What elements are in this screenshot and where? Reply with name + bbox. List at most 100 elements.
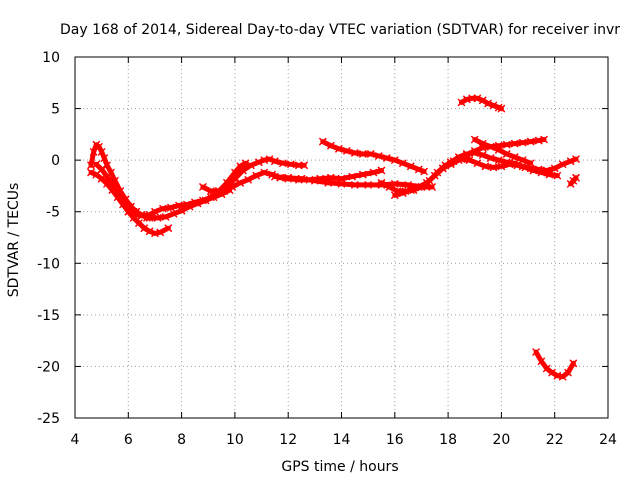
data-point <box>161 213 170 221</box>
x-tick-label: 20 <box>492 432 510 448</box>
data-point <box>502 140 511 149</box>
data-point <box>428 183 436 191</box>
data-point <box>201 196 210 205</box>
data-point <box>119 196 127 205</box>
data-point <box>393 187 402 195</box>
series-arc1 <box>87 140 151 222</box>
chart-title: Day 168 of 2014, Sidereal Day-to-day VTE… <box>60 22 620 38</box>
data-point <box>151 207 159 216</box>
x-tick-label: 6 <box>124 432 133 448</box>
data-point <box>447 160 455 169</box>
data-point <box>471 147 479 155</box>
data-point <box>558 160 567 169</box>
data-point <box>167 203 175 212</box>
data-point <box>471 135 479 144</box>
data-point <box>113 189 122 197</box>
data-point <box>566 157 575 165</box>
data-point <box>420 167 428 176</box>
data-point <box>526 159 535 167</box>
data-point <box>572 155 580 163</box>
data-point <box>532 348 540 356</box>
data-point <box>377 166 386 175</box>
data-point <box>494 156 503 164</box>
data-point <box>542 364 551 373</box>
data-point <box>164 224 173 232</box>
data-point <box>473 94 482 103</box>
y-axis: -25 -20 -15 -10 -5 0 5 10 <box>37 50 608 427</box>
data-point <box>300 161 308 170</box>
data-point <box>220 187 228 195</box>
data-point <box>518 156 527 164</box>
data-point <box>502 150 511 158</box>
data-point <box>521 163 530 172</box>
data-point <box>518 138 527 147</box>
data-point <box>545 170 554 179</box>
data-point <box>558 372 567 381</box>
data-point <box>271 157 279 165</box>
series-arc9 <box>319 137 428 176</box>
data-point <box>103 161 111 170</box>
data-point <box>153 214 162 222</box>
data-point <box>137 212 146 220</box>
data-point <box>484 99 492 108</box>
data-point <box>385 183 394 191</box>
series-arc16 <box>566 173 580 188</box>
data-point <box>287 160 295 169</box>
series-arc15 <box>532 348 578 381</box>
data-point <box>169 210 178 218</box>
x-tick-label: 24 <box>599 432 617 448</box>
data-point <box>375 152 383 160</box>
data-point <box>95 142 103 151</box>
data-point <box>510 139 519 148</box>
data-point <box>324 179 332 187</box>
data-point <box>537 168 546 177</box>
series-arc6 <box>199 155 308 195</box>
x-tick-label: 16 <box>386 432 404 448</box>
data-point <box>494 146 503 154</box>
x-tick-label: 10 <box>226 432 244 448</box>
data-point <box>236 179 244 187</box>
data-point <box>199 183 207 191</box>
data-point <box>409 186 418 194</box>
data-point <box>415 165 423 174</box>
data-point <box>548 368 556 377</box>
x-tick-label: 12 <box>279 432 297 448</box>
y-tick-label: -10 <box>37 256 60 272</box>
y-tick-label: -25 <box>37 411 60 427</box>
data-point <box>284 173 292 182</box>
data-point <box>364 181 372 189</box>
data-point <box>87 168 95 177</box>
data-point <box>100 154 109 162</box>
data-point <box>327 141 335 150</box>
x-tick-label: 18 <box>439 432 457 448</box>
data-point <box>564 368 572 377</box>
data-point <box>497 162 506 171</box>
data-point <box>465 156 474 164</box>
data-point <box>367 150 375 158</box>
data-point <box>478 139 487 148</box>
series-arc3 <box>92 160 138 216</box>
data-point <box>351 149 359 157</box>
data-point <box>425 177 434 185</box>
data-point <box>383 154 391 162</box>
data-point <box>550 164 559 173</box>
data-point <box>391 180 399 188</box>
data-point <box>185 202 194 211</box>
data-point <box>359 170 367 179</box>
data-point <box>140 224 149 232</box>
y-tick-label: 0 <box>51 153 60 169</box>
data-point <box>569 359 578 368</box>
data-point <box>407 162 415 171</box>
data-point <box>486 154 495 162</box>
data-point <box>97 165 106 174</box>
series-group <box>87 94 580 381</box>
data-point <box>311 177 319 185</box>
data-point <box>540 135 548 144</box>
data-point <box>271 172 279 181</box>
data-point <box>377 179 386 187</box>
data-point <box>489 163 498 172</box>
data-point <box>193 199 202 208</box>
data-point <box>244 175 252 184</box>
data-point <box>207 187 215 195</box>
data-point <box>97 148 106 156</box>
